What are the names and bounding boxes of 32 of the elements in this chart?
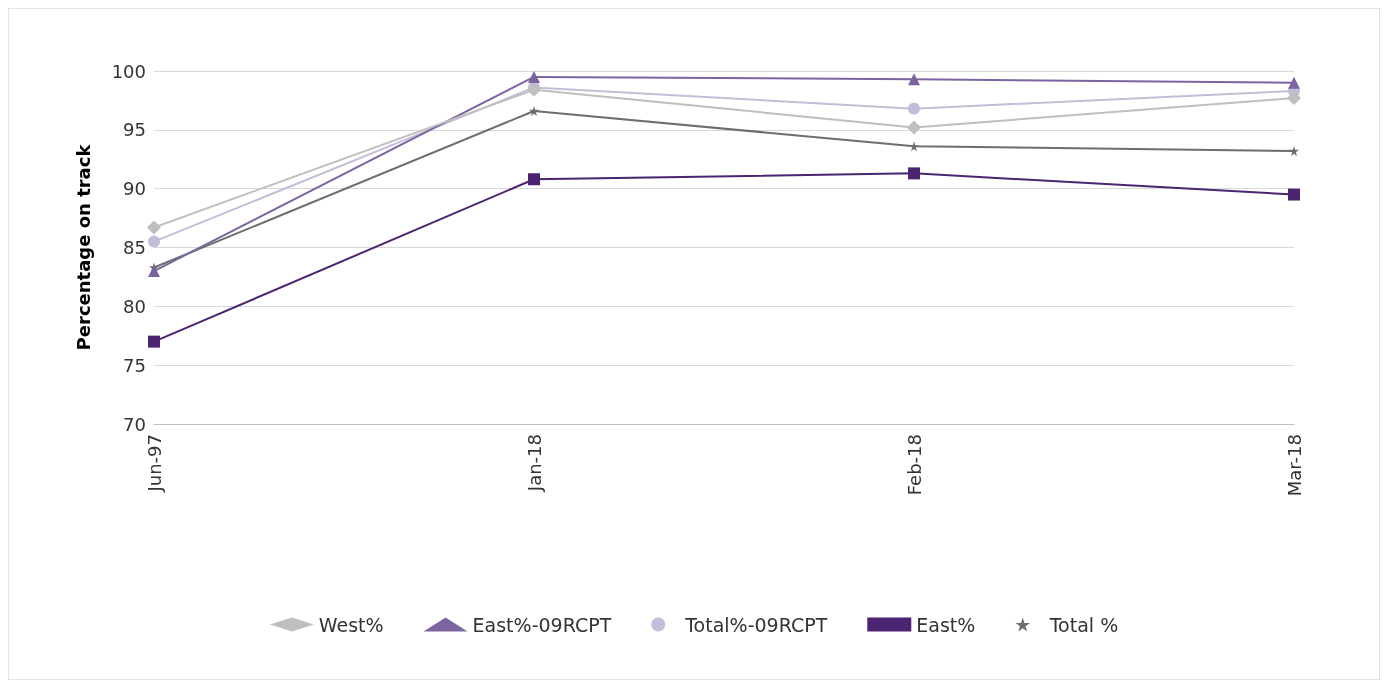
x-tick-label: Jun-97 <box>143 434 165 493</box>
point <box>528 173 540 186</box>
legend-label: East% <box>916 613 976 636</box>
y-tick-label: 70 <box>123 413 146 435</box>
y-tick-label: 95 <box>123 119 146 141</box>
y-tick-label: 100 <box>111 60 146 82</box>
y-tick-label: 90 <box>123 178 146 200</box>
point <box>148 235 160 248</box>
point <box>529 106 539 117</box>
point <box>908 102 920 115</box>
y-axis-title: Percentage on track <box>72 143 94 351</box>
point <box>1287 91 1301 106</box>
point <box>1288 188 1300 201</box>
point <box>147 220 161 235</box>
point <box>1288 76 1300 89</box>
legend-label: West% <box>318 613 384 636</box>
legend-label: Total % <box>1048 613 1119 636</box>
point <box>528 70 540 83</box>
legend-label: Total%-09RCPT <box>684 613 828 636</box>
x-tick-label: Feb-18 <box>903 434 925 496</box>
y-tick-label: 75 <box>123 354 146 376</box>
x-tick-label: Mar-18 <box>1283 434 1305 497</box>
point <box>148 335 160 348</box>
y-tick-label: 85 <box>123 237 146 258</box>
point <box>148 265 160 278</box>
x-tick-label: Jan-18 <box>523 434 545 493</box>
legend-label: East%-09RCPT <box>472 613 612 636</box>
point <box>908 167 920 180</box>
y-tick-label: 80 <box>123 295 146 317</box>
point <box>1289 146 1299 157</box>
point <box>907 120 921 135</box>
point <box>908 73 920 86</box>
